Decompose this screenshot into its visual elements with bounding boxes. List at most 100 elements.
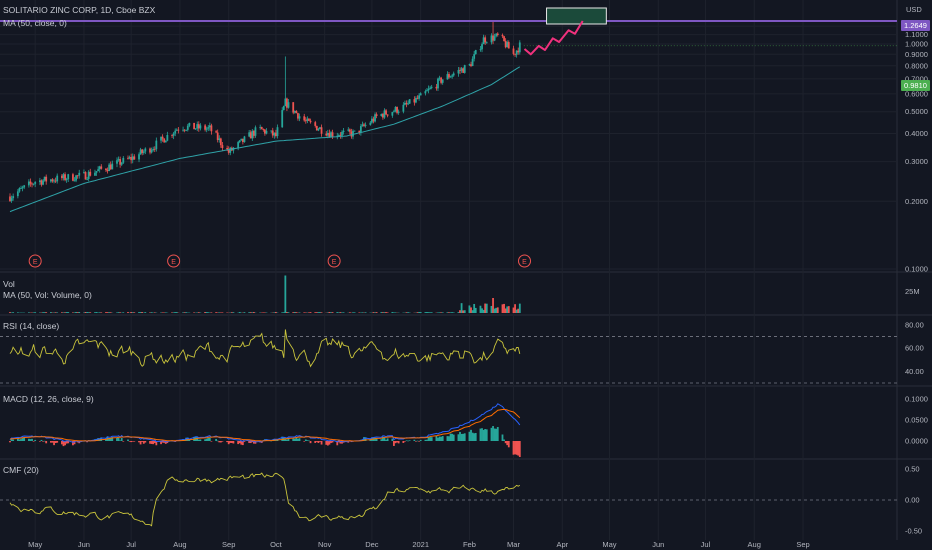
volume-bar [89,312,92,313]
macd-histogram-bar [405,440,408,442]
candle-body [460,68,463,71]
macd-histogram-bar [215,438,218,441]
macd-histogram-bar [23,437,26,441]
candle-body [109,164,112,170]
volume-bar [507,306,510,313]
macd-histogram-bar [117,437,120,441]
volume-bar [218,312,221,313]
volume-bar [205,312,208,313]
candle-body [490,35,493,43]
candle-body [394,107,397,112]
volume-bar [405,312,408,313]
candle-body [402,104,405,112]
candle-body [254,127,257,136]
candle-body [449,76,452,78]
macd-histogram-bar [326,441,329,446]
x-tick-label: Sep [222,540,235,549]
macd-histogram-bar [506,441,509,446]
macd-tick-label: 0.0000 [905,437,928,446]
cmf-tick-label: 0.50 [905,465,920,474]
candle-body [479,49,482,51]
macd-histogram-bar [306,440,309,441]
rsi-pane-title[interactable]: RSI (14, close) [3,321,60,331]
macd-histogram-bar [208,437,211,441]
macd-histogram-bar [424,439,427,441]
macd-histogram-bar [216,440,219,442]
macd-histogram-bar [9,441,11,443]
x-tick-label: Jul [701,540,711,549]
volume-bar [185,312,188,313]
volume-bar [440,312,443,313]
macd-histogram-bar [416,440,419,442]
x-tick-label: Oct [270,540,283,549]
volume-bar [515,309,518,313]
candle-body [196,124,199,129]
candle-body [514,53,516,55]
candle-body [174,130,177,134]
rsi-tick-label: 60.00 [905,344,924,353]
macd-histogram-bar [144,441,147,443]
macd-histogram-bar [232,441,235,444]
ma-indicator-label[interactable]: MA (50, close, 0) [3,18,67,28]
volume-bar [149,312,151,313]
x-tick-label: Apr [556,540,568,549]
macd-histogram-bar [330,441,332,444]
volume-bar [364,312,367,313]
macd-histogram-bar [468,431,471,441]
candle-body [215,131,218,133]
volume-bar [197,312,200,313]
volume-bar [358,312,361,313]
macd-histogram-bar [504,441,507,444]
volume-bar [43,312,46,313]
volume-bar [67,312,70,313]
target-zone-box [546,7,607,25]
volume-tick-label: 25M [905,287,920,296]
x-tick-label: Aug [173,540,186,549]
candle-body [484,37,487,43]
candle-body [462,68,465,73]
macd-histogram-bar [404,441,406,442]
volume-pane-title[interactable]: Vol [3,279,15,289]
candle-body [153,148,156,150]
candle-body [375,114,378,117]
macd-histogram-bar [446,436,449,441]
candle-body [229,147,232,153]
earnings-marker [518,254,532,268]
ma50-line [9,66,521,213]
candle-body [446,74,449,80]
macd-pane-title[interactable]: MACD (12, 26, close, 9) [3,394,94,404]
candle-body [341,131,343,136]
candle-body [40,180,43,185]
cmf-pane-title[interactable]: CMF (20) [3,465,39,475]
volume-bar [419,312,422,313]
candle-body [481,44,483,50]
price-tick-label: 0.8000 [905,61,928,70]
candle-body [249,132,252,139]
volume-ma-label[interactable]: MA (50, Vol: Volume, 0) [3,290,92,300]
candle-body [83,172,85,173]
candle-body [473,54,476,59]
macd-signal-line [9,408,521,442]
candle-body [50,179,52,182]
candle-body [419,93,422,96]
volume-bar [493,308,496,313]
macd-histogram-bar [127,439,129,441]
volume-bar [492,298,494,313]
macd-histogram-bar [479,428,482,441]
volume-bar [386,312,389,313]
macd-histogram-bar [21,437,24,441]
macd-histogram-bar [16,438,19,441]
candle-body [350,131,353,137]
candle-body [361,124,364,127]
volume-bar [457,312,460,313]
symbol-title[interactable]: SOLITARIO ZINC CORP, 1D, Cboe BZX [3,5,156,15]
candle-body [426,90,428,92]
candle-body [194,128,197,130]
candle-body [506,42,509,48]
volume-bar [84,312,87,313]
volume-bar [463,310,466,313]
candle-body [286,98,288,108]
macd-histogram-bar [31,438,33,441]
volume-bar [391,312,394,313]
